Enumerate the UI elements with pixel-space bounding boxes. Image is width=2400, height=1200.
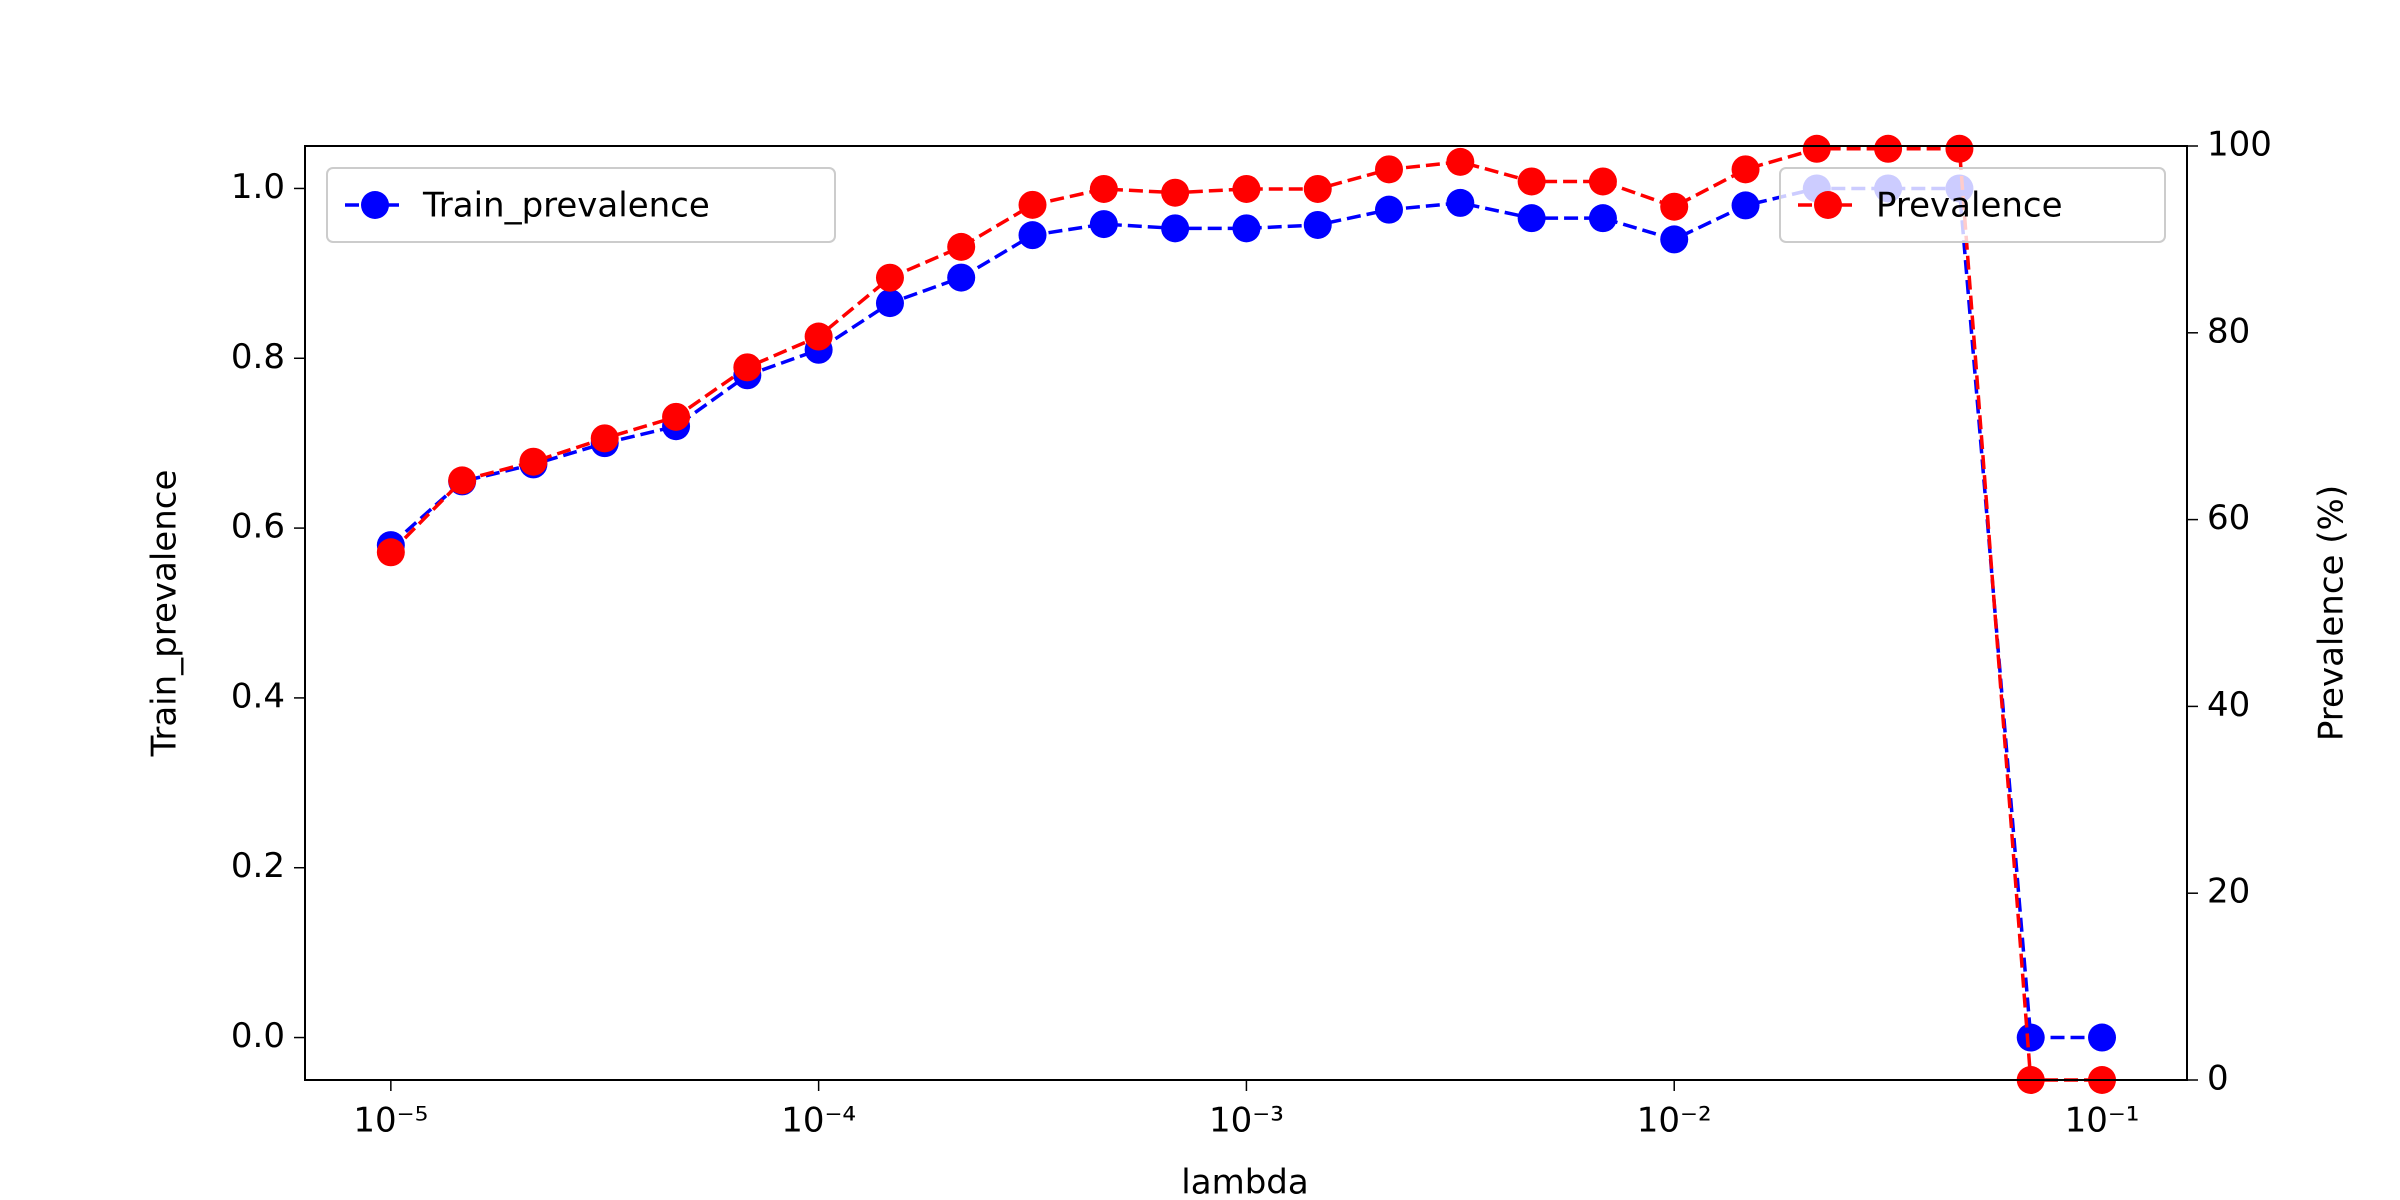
legend-label: Prevalence xyxy=(1876,186,2063,226)
point xyxy=(804,322,833,351)
point xyxy=(1660,225,1689,254)
point xyxy=(1161,214,1190,243)
x-tick-label: 10⁻⁵ xyxy=(353,1101,428,1141)
legend: Prevalence xyxy=(1779,167,2166,243)
y-tick-label: 0.8 xyxy=(231,337,285,377)
point xyxy=(1232,214,1261,243)
point xyxy=(1232,174,1261,203)
point xyxy=(1446,147,1475,176)
point xyxy=(875,289,904,318)
x-tick-label: 10⁻⁴ xyxy=(781,1101,856,1141)
legend-frame xyxy=(326,167,836,243)
point xyxy=(1018,221,1047,250)
point xyxy=(376,538,405,567)
axes-frame xyxy=(304,145,2188,1081)
y2-axis-label: Prevalence (%) xyxy=(2312,485,2352,741)
point xyxy=(1089,210,1118,239)
point xyxy=(519,447,548,476)
legend-frame xyxy=(1779,167,2166,243)
point xyxy=(1874,134,1903,163)
y2-tick-label: 20 xyxy=(2207,872,2250,912)
y2-tick-label: 60 xyxy=(2207,498,2250,538)
x-axis-label: lambda xyxy=(1181,1163,1308,1200)
point xyxy=(947,232,976,261)
point xyxy=(1161,178,1190,207)
legend: Train_prevalence xyxy=(326,167,836,243)
x-tick-label: 10⁻³ xyxy=(1209,1101,1284,1141)
point xyxy=(590,424,619,453)
y-tick-label: 1.0 xyxy=(231,167,285,207)
point xyxy=(448,466,477,495)
point xyxy=(1731,155,1760,184)
point xyxy=(1446,188,1475,217)
legend-label: Train_prevalence xyxy=(422,186,710,226)
legend-marker xyxy=(1814,191,1842,219)
legend-marker xyxy=(361,191,389,219)
x-tick-label: 10⁻² xyxy=(1637,1101,1712,1141)
point xyxy=(875,263,904,292)
y-tick-label: 0.4 xyxy=(231,676,285,716)
point xyxy=(1588,167,1617,196)
point xyxy=(1089,174,1118,203)
point xyxy=(1660,192,1689,221)
point xyxy=(1945,134,1974,163)
y2-tick-label: 80 xyxy=(2207,311,2250,351)
point xyxy=(1517,167,1546,196)
point xyxy=(1588,204,1617,233)
point xyxy=(733,353,762,382)
point xyxy=(1517,204,1546,233)
point xyxy=(1374,195,1403,224)
y-tick-label: 0.6 xyxy=(231,507,285,547)
y-tick-label: 0.2 xyxy=(231,846,285,886)
point xyxy=(1303,174,1332,203)
y2-tick-label: 0 xyxy=(2207,1059,2229,1099)
point xyxy=(1802,134,1831,163)
y2-tick-label: 100 xyxy=(2207,125,2272,165)
y2-tick-label: 40 xyxy=(2207,685,2250,725)
point xyxy=(947,263,976,292)
x-tick-label: 10⁻¹ xyxy=(2065,1101,2140,1141)
y-tick-label: 0.0 xyxy=(231,1016,285,1056)
point xyxy=(662,402,691,431)
point xyxy=(1731,191,1760,220)
point xyxy=(1374,155,1403,184)
y-axis-label: Train_prevalence xyxy=(145,470,185,758)
point xyxy=(1018,190,1047,219)
point xyxy=(2088,1023,2117,1052)
point xyxy=(1303,210,1332,239)
point xyxy=(2016,1023,2045,1052)
